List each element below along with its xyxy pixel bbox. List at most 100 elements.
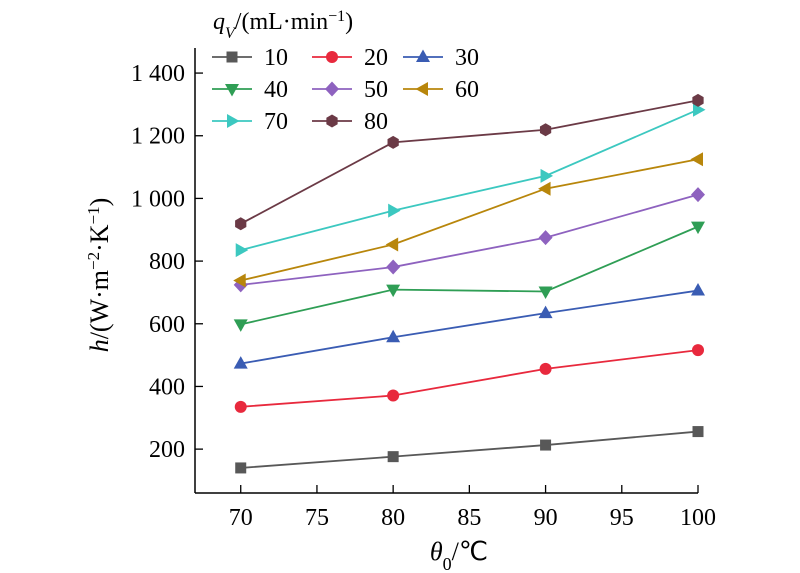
x-tick-label: 85 (457, 505, 481, 531)
data-point-10 (540, 439, 552, 451)
legend-label: 50 (364, 77, 388, 103)
series-80 (235, 93, 704, 231)
legend-label: 40 (264, 77, 288, 103)
y-tick-label: 1 200 (131, 124, 185, 150)
legend-item-70: 70 (212, 109, 288, 135)
legend-item-60: 60 (403, 77, 479, 103)
series-line-50 (240, 193, 699, 286)
legend-label: 30 (455, 45, 479, 71)
series-layer (233, 93, 706, 474)
series-40 (233, 221, 705, 332)
x-axis-title: θ0/℃ (430, 537, 488, 573)
legend-marker (227, 114, 240, 128)
data-point-20 (692, 344, 704, 357)
legend-marker (325, 81, 339, 97)
legend-label: 60 (455, 77, 479, 103)
series-line-10 (240, 430, 699, 469)
x-tick-label: 90 (534, 505, 558, 531)
y-tick-label: 800 (149, 249, 185, 275)
y-axis-title-part: ·K (85, 224, 114, 252)
data-point-80 (235, 217, 247, 231)
series-line-70 (240, 108, 699, 252)
legend: qV/(mL·min−1) 10 20 30 40 50 60 70 80 (212, 8, 479, 135)
series-line-30 (240, 289, 699, 365)
y-axis-title: h/(W·m−2·K−1) (84, 198, 115, 353)
legend-item-50: 50 (312, 77, 388, 103)
legend-label: 80 (364, 109, 388, 135)
y-tick-label: 1 400 (131, 61, 185, 87)
legend-item-80: 80 (312, 109, 388, 135)
legend-marker (326, 114, 338, 128)
y-axis-title-part: ) (85, 198, 114, 207)
data-point-70 (693, 102, 706, 117)
series-30 (233, 283, 705, 369)
legend-title-symbol: q (213, 9, 225, 35)
x-tick-label: 95 (610, 505, 634, 531)
legend-marker (226, 51, 238, 63)
data-point-50 (691, 187, 705, 203)
series-line-60 (240, 158, 699, 282)
legend-title-part: ) (345, 9, 353, 35)
data-point-30 (538, 305, 553, 319)
legend-title-superscript: −1 (328, 8, 345, 25)
data-point-10 (235, 462, 247, 474)
legend-title-part: /(mL·min (235, 9, 328, 35)
series-50 (233, 187, 705, 293)
x-axis-title-subscript: 0 (443, 554, 452, 573)
x-tick-label: 70 (229, 505, 253, 531)
legend-item-20: 20 (312, 45, 388, 71)
legend-label: 70 (264, 109, 288, 135)
y-tick-label: 1 000 (131, 186, 185, 212)
data-point-10 (692, 426, 704, 438)
data-point-60 (538, 181, 551, 196)
y-tick-label: 600 (149, 312, 185, 338)
data-point-70 (388, 203, 401, 218)
legend-marker (326, 51, 338, 63)
legend-label: 20 (364, 45, 388, 71)
legend-marker (416, 49, 430, 62)
series-20 (234, 344, 704, 413)
series-10 (235, 426, 704, 474)
legend-item-40: 40 (212, 77, 288, 103)
legend-item-10: 10 (212, 45, 288, 71)
data-point-60 (385, 237, 399, 252)
x-axis-title-symbol: θ (430, 537, 443, 566)
data-point-80 (692, 93, 704, 107)
data-point-20 (234, 400, 247, 413)
data-point-30 (233, 356, 248, 369)
legend-item-30: 30 (403, 45, 479, 71)
data-point-60 (690, 152, 703, 167)
data-point-40 (691, 221, 705, 235)
x-tick-label: 75 (305, 505, 329, 531)
series-60 (233, 152, 703, 288)
legend-title: qV/(mL·min−1) (213, 8, 353, 42)
y-axis-title-superscript: −1 (84, 206, 103, 224)
series-line-80 (240, 99, 699, 225)
data-point-50 (538, 230, 553, 246)
legend-marker (225, 84, 239, 97)
legend-label: 10 (264, 45, 288, 71)
data-point-60 (233, 273, 246, 288)
series-line-40 (240, 225, 699, 326)
legend-title-subscript: V (225, 25, 237, 42)
data-point-30 (386, 329, 401, 343)
data-point-40 (233, 319, 248, 332)
data-point-20 (387, 389, 400, 402)
data-point-30 (691, 283, 705, 296)
series-line-20 (240, 349, 699, 408)
data-point-80 (539, 123, 552, 137)
data-point-40 (538, 286, 553, 299)
y-tick-label: 400 (149, 374, 185, 400)
y-tick-label: 200 (149, 437, 185, 463)
data-point-10 (387, 451, 399, 463)
y-axis-title-symbol: h (85, 339, 114, 352)
data-point-50 (386, 259, 401, 275)
series-70 (235, 102, 706, 258)
data-point-20 (539, 362, 552, 375)
y-axis-title-superscript: −2 (84, 252, 103, 270)
data-point-40 (386, 284, 401, 298)
x-tick-label: 100 (680, 505, 716, 531)
legend-marker (415, 82, 428, 96)
data-point-80 (387, 135, 399, 149)
axes: 70 75 80 85 90 95 100 200 400 600 800 1 000 1 200 1 4… (131, 48, 716, 531)
